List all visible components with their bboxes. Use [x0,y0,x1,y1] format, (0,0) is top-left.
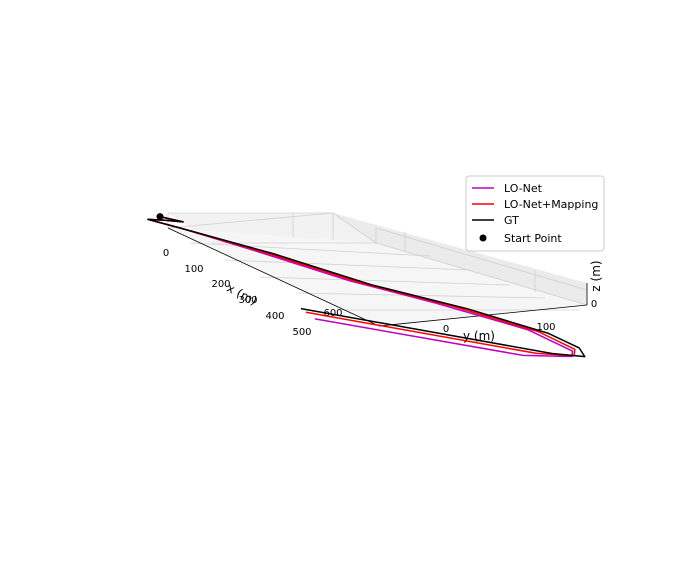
x-tick-label: 300 [238,295,257,306]
series-line-gt [147,215,586,358]
x-tick-labels: 0 100 200 300 400 500 600 [163,248,343,338]
y-tick-labels: 0 100 [443,322,556,335]
legend-marker-start-point [479,234,487,242]
x-tick-label: 0 [163,248,169,259]
legend-box [465,175,605,252]
legend-label-lo-net-mapping: LO-Net+Mapping [504,198,598,211]
x-tick-label: 400 [265,311,284,322]
legend-label-start-point: Start Point [504,232,562,245]
back-pane-right [333,213,587,305]
y-tick-label: 100 [536,322,555,333]
start-point-marker [156,213,164,221]
legend: LO-Net LO-Net+Mapping GT Start Point [465,175,605,252]
x-tick-label: 600 [323,308,342,319]
z-tick-labels: 0 [591,299,597,310]
legend-label-gt: GT [504,214,519,227]
y-tick-label: 0 [443,324,449,335]
series-layer [147,213,586,358]
legend-label-lo-net: LO-Net [504,182,543,195]
x-tick-label: 100 [184,264,203,275]
floor-pane [168,228,587,326]
x-tick-label: 200 [211,279,230,290]
z-axis-label: z (m) [589,260,603,291]
z-tick-label: 0 [591,299,597,310]
x-tick-label: 500 [292,327,311,338]
grid-lines [167,212,588,311]
